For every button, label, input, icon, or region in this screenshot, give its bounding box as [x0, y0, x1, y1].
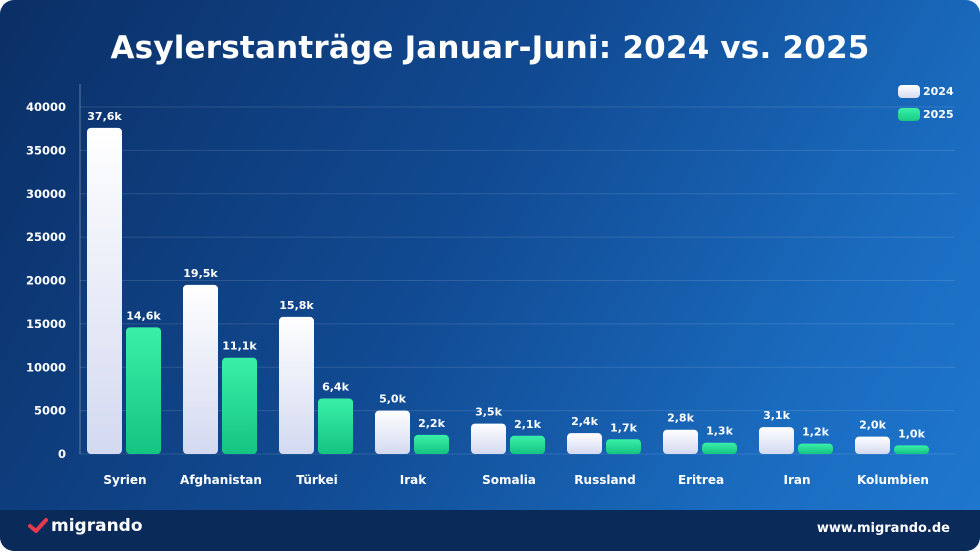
y-tick-label: 30000: [26, 187, 66, 201]
data-label: 1,0k: [898, 427, 925, 440]
x-category-label: Kolumbien: [857, 473, 929, 487]
checkmark-icon: [28, 518, 48, 533]
data-label: 2,4k: [571, 415, 598, 428]
x-category-label: Somalia: [482, 473, 536, 487]
bar-chart: 0 5000 10000 15000 20000 25000 30000 35000 40000…: [26, 100, 929, 487]
bar-2024-russland: [567, 433, 602, 454]
bar-2025-somalia: [510, 435, 545, 454]
data-label: 2,1k: [514, 418, 541, 431]
bar-2024-kolumbien: [855, 436, 890, 454]
bar-2025-russland: [606, 439, 641, 454]
y-tick-label: 40000: [26, 100, 66, 114]
data-label: 14,6k: [126, 309, 161, 322]
x-category-label: Irak: [400, 473, 427, 487]
bar-2024-iran: [759, 427, 794, 454]
data-label: 2,0k: [859, 419, 886, 432]
data-label: 3,1k: [763, 409, 790, 422]
x-category-label: Eritrea: [678, 473, 724, 487]
footer-bar: [0, 510, 980, 551]
bar-2024-türkei: [279, 316, 314, 454]
data-label: 6,4k: [322, 380, 349, 393]
data-label: 3,5k: [475, 406, 502, 419]
y-tick-label: 15000: [26, 317, 66, 331]
bar-2024-somalia: [471, 423, 506, 454]
y-tick-label: 35000: [26, 143, 66, 157]
data-label: 11,1k: [222, 340, 257, 353]
data-label: 37,6k: [87, 110, 122, 123]
bar-2024-eritrea: [663, 429, 698, 454]
bar-2025-irak: [414, 434, 449, 454]
bar-2025-kolumbien: [894, 445, 929, 454]
chart-title: Asylerstanträge Januar-Juni: 2024 vs. 20…: [110, 30, 870, 66]
data-label: 15,8k: [279, 299, 314, 312]
x-category-label: Russland: [574, 473, 635, 487]
x-category-label: Iran: [783, 473, 810, 487]
y-tick-label: 10000: [26, 360, 66, 374]
bar-2025-syrien: [126, 327, 161, 454]
data-label: 2,2k: [418, 417, 445, 430]
data-label: 1,7k: [610, 421, 637, 434]
y-tick-label: 20000: [26, 274, 66, 288]
legend-label-2024: 2024: [923, 85, 954, 98]
bar-2025-iran: [798, 443, 833, 454]
data-label: 2,8k: [667, 412, 694, 425]
x-category-label: Syrien: [103, 473, 146, 487]
data-label: 19,5k: [183, 267, 218, 280]
bar-2025-türkei: [318, 398, 353, 454]
legend-item-2025: 2025: [898, 108, 954, 121]
data-label: 5,0k: [379, 393, 406, 406]
y-tick-label: 25000: [26, 230, 66, 244]
y-tick-label: 5000: [34, 404, 66, 418]
bar-2025-afghanistan: [222, 357, 257, 454]
data-label: 1,2k: [802, 426, 829, 439]
bar-2024-afghanistan: [183, 284, 218, 454]
bar-2024-syrien: [87, 127, 122, 454]
legend-swatch-2024: [898, 85, 920, 98]
y-tick-label: 0: [58, 447, 66, 461]
x-category-label: Türkei: [296, 473, 337, 487]
bar-2024-irak: [375, 410, 410, 454]
legend-label-2025: 2025: [923, 108, 954, 121]
data-label: 1,3k: [706, 425, 733, 438]
brand-logo[interactable]: migrando: [28, 516, 143, 536]
x-category-label: Afghanistan: [180, 473, 262, 487]
website-link[interactable]: www.migrando.de: [816, 521, 950, 536]
bar-2025-eritrea: [702, 442, 737, 454]
brand-name: migrando: [51, 516, 143, 536]
legend-item-2024: 2024: [898, 85, 954, 98]
legend-swatch-2025: [898, 108, 920, 121]
